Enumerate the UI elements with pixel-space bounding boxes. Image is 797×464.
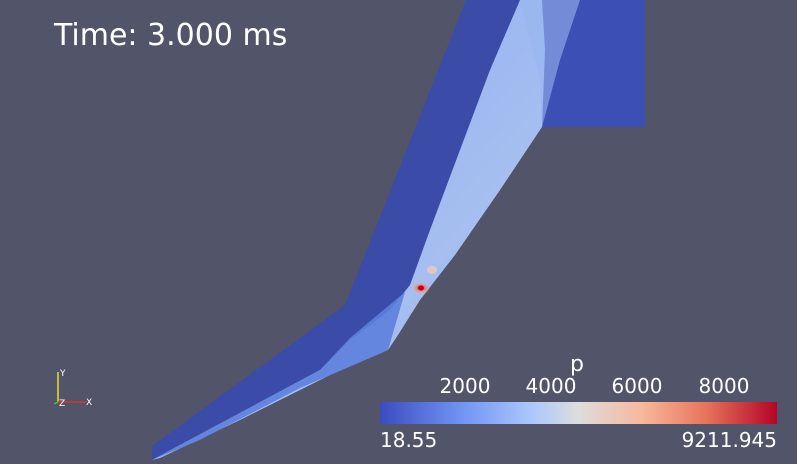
pressure-hotspot-core xyxy=(418,285,424,291)
time-annotation: Time: 3.000 ms xyxy=(54,18,288,53)
z-axis-line xyxy=(53,401,59,405)
colorbar-tick: 4000 xyxy=(525,374,577,398)
colorbar-tick: 8000 xyxy=(698,374,750,398)
pressure-spot-secondary xyxy=(427,266,437,274)
colorbar-tick: 2000 xyxy=(439,374,491,398)
jet-region xyxy=(152,0,545,460)
colorbar-legend: p 2000 4000 6000 8000 18.55 9211.945 xyxy=(380,350,780,460)
y-axis-label: Y xyxy=(59,369,66,379)
colorbar-title: p xyxy=(570,352,584,377)
domain-outer-region xyxy=(152,0,520,460)
colorbar-min-label: 18.55 xyxy=(380,428,438,452)
orientation-axes-widget: Y X Z xyxy=(53,369,92,409)
z-axis-label: Z xyxy=(59,399,65,409)
colorbar-tick: 6000 xyxy=(611,374,663,398)
colorbar-gradient xyxy=(380,402,777,424)
x-axis-label: X xyxy=(86,398,92,408)
colorbar-max-label: 9211.945 xyxy=(681,428,777,452)
jet-edge-shading xyxy=(520,0,580,127)
